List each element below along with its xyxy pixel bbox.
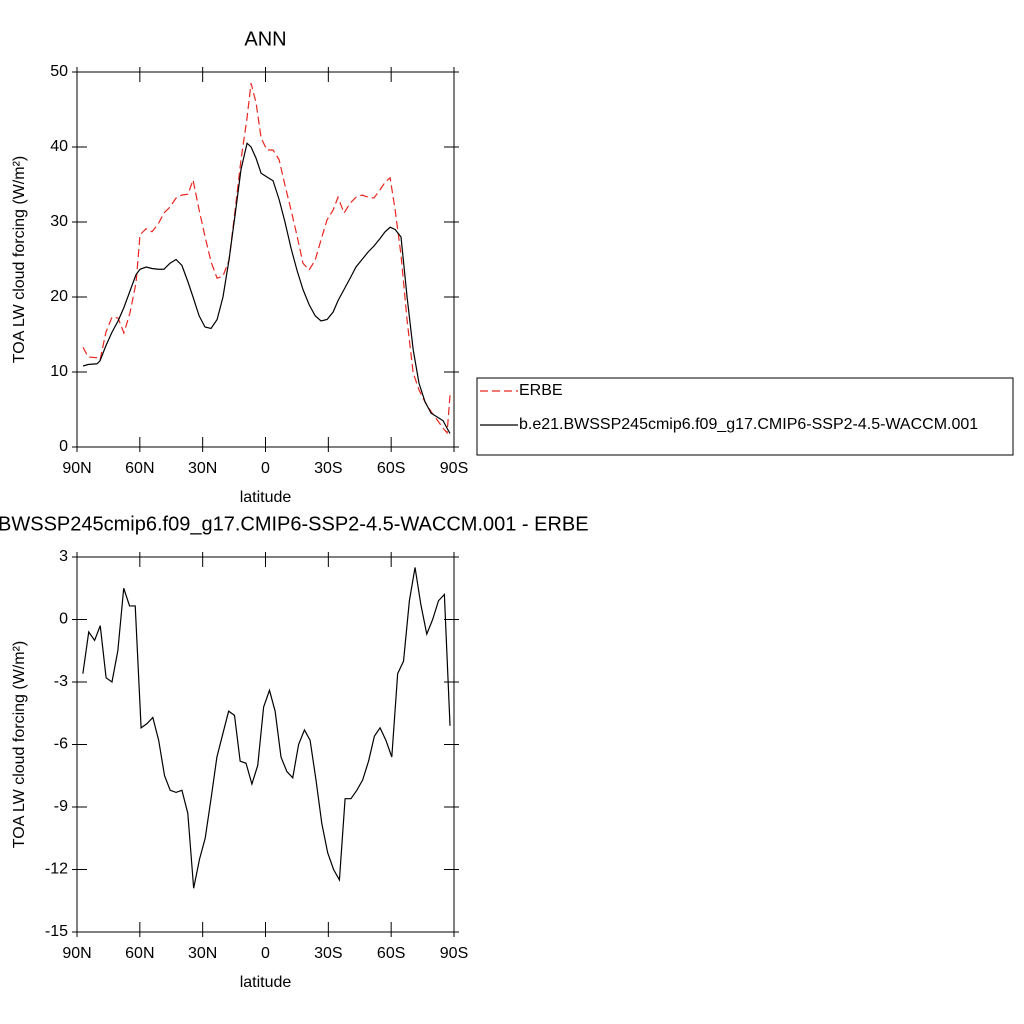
y-tick-label: 0 <box>59 438 68 455</box>
data-line <box>82 142 451 434</box>
y-tick-label: -12 <box>45 861 68 878</box>
legend-box <box>476 377 1014 456</box>
legend-label: ERBE <box>519 382 563 399</box>
chart-title: ANN <box>244 28 286 50</box>
legend-label: b.e21.BWSSP245cmip6.f09_g17.CMIP6-SSP2-4… <box>519 416 978 433</box>
y-tick-label: -3 <box>54 673 68 690</box>
data-line <box>82 83 451 435</box>
y-tick-label: 50 <box>50 63 68 80</box>
x-tick-label: 60S <box>377 945 405 962</box>
x-tick-label: 30N <box>188 460 217 477</box>
plot-frame <box>76 71 455 448</box>
y-tick-label: 3 <box>59 548 68 565</box>
y-tick-label: -15 <box>45 923 68 940</box>
x-tick-label: 60S <box>377 460 405 477</box>
x-tick-label: 90S <box>440 945 468 962</box>
y-tick-label: -9 <box>54 798 68 815</box>
y-axis-label: TOA LW cloud forcing (W/m²) <box>11 641 28 848</box>
x-tick-label: 60N <box>125 460 154 477</box>
x-axis-label: latitude <box>240 974 292 991</box>
y-tick-label: 0 <box>59 611 68 628</box>
chart-title: b.e21.BWSSP245cmip6.f09_g17.CMIP6-SSP2-4… <box>0 513 589 535</box>
x-tick-label: 90S <box>440 460 468 477</box>
plot-frame <box>76 556 455 933</box>
y-tick-label: 10 <box>50 363 68 380</box>
x-tick-label: 0 <box>261 460 270 477</box>
y-tick-label: 30 <box>50 213 68 230</box>
x-tick-label: 30S <box>314 945 342 962</box>
x-tick-label: 60N <box>125 945 154 962</box>
x-tick-label: 90N <box>62 460 91 477</box>
x-tick-label: 30S <box>314 460 342 477</box>
x-tick-label: 30N <box>188 945 217 962</box>
y-tick-label: -6 <box>54 736 68 753</box>
x-tick-label: 90N <box>62 945 91 962</box>
y-tick-label: 20 <box>50 288 68 305</box>
data-line <box>82 567 451 889</box>
x-tick-label: 0 <box>261 945 270 962</box>
y-tick-label: 40 <box>50 138 68 155</box>
y-axis-label: TOA LW cloud forcing (W/m²) <box>11 156 28 363</box>
x-axis-label: latitude <box>240 489 292 506</box>
